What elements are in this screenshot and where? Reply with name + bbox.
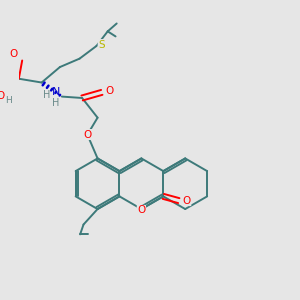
Text: H: H — [43, 90, 50, 100]
Text: H: H — [5, 96, 12, 105]
Text: H: H — [52, 98, 59, 108]
Text: O: O — [84, 130, 92, 140]
Text: O: O — [182, 196, 191, 206]
Text: N: N — [52, 86, 60, 97]
Text: O: O — [0, 91, 4, 101]
Text: O: O — [105, 86, 113, 96]
Text: O: O — [9, 50, 18, 59]
Text: O: O — [137, 206, 146, 215]
Text: S: S — [98, 40, 105, 50]
